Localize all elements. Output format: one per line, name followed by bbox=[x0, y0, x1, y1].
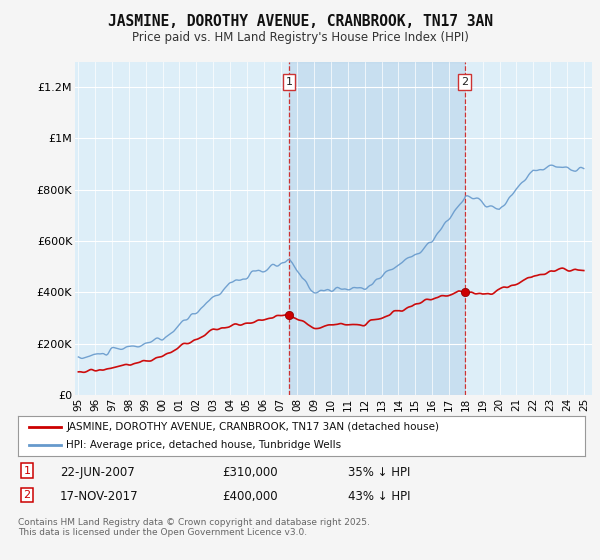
Text: 17-NOV-2017: 17-NOV-2017 bbox=[60, 490, 139, 503]
Text: Price paid vs. HM Land Registry's House Price Index (HPI): Price paid vs. HM Land Registry's House … bbox=[131, 31, 469, 44]
Text: Contains HM Land Registry data © Crown copyright and database right 2025.
This d: Contains HM Land Registry data © Crown c… bbox=[18, 518, 370, 538]
Text: £310,000: £310,000 bbox=[222, 466, 278, 479]
Text: 2: 2 bbox=[23, 490, 31, 500]
Text: JASMINE, DOROTHY AVENUE, CRANBROOK, TN17 3AN: JASMINE, DOROTHY AVENUE, CRANBROOK, TN17… bbox=[107, 14, 493, 29]
Text: £400,000: £400,000 bbox=[222, 490, 278, 503]
Text: 43% ↓ HPI: 43% ↓ HPI bbox=[348, 490, 410, 503]
Text: JASMINE, DOROTHY AVENUE, CRANBROOK, TN17 3AN (detached house): JASMINE, DOROTHY AVENUE, CRANBROOK, TN17… bbox=[66, 422, 439, 432]
Text: 22-JUN-2007: 22-JUN-2007 bbox=[60, 466, 135, 479]
Text: 2: 2 bbox=[461, 77, 468, 87]
Text: HPI: Average price, detached house, Tunbridge Wells: HPI: Average price, detached house, Tunb… bbox=[66, 440, 341, 450]
Text: 35% ↓ HPI: 35% ↓ HPI bbox=[348, 466, 410, 479]
Text: 1: 1 bbox=[23, 466, 31, 476]
Text: 1: 1 bbox=[286, 77, 292, 87]
Bar bbox=[289, 62, 464, 395]
